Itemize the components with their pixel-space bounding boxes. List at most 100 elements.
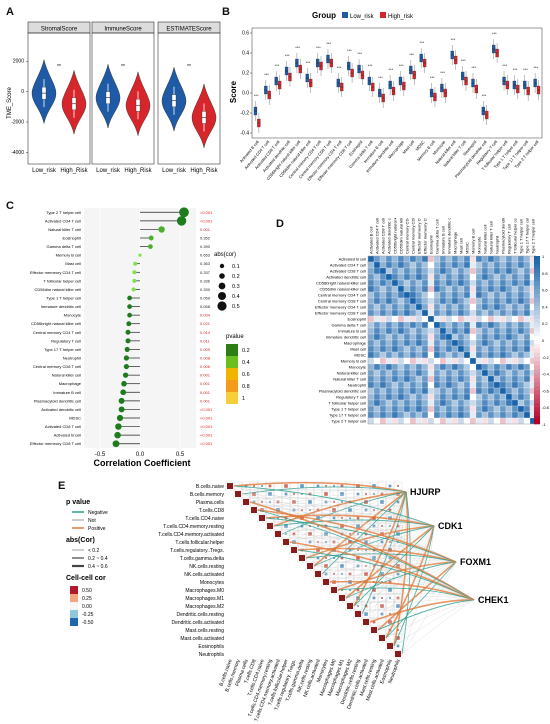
d-col-label: Gamma delta T cell [434, 219, 439, 254]
d-heat-cell [511, 399, 519, 407]
d-col-label: Mast cell [458, 238, 463, 254]
b-sig-label: *** [502, 63, 507, 68]
d-heat-cell [463, 393, 471, 401]
d-heat-cell [451, 297, 459, 305]
d-heat-cell [373, 327, 381, 335]
d-heat-cell [457, 261, 465, 269]
d-heat-cell [385, 417, 393, 425]
e-cor-square [340, 484, 344, 488]
d-heat-cell [463, 339, 471, 347]
d-heat-cell [421, 273, 429, 281]
c-pvalue-legend-title: pvalue [226, 334, 244, 340]
e-edge [313, 565, 475, 601]
d-heat-cell [499, 255, 507, 263]
e-cor-square [300, 484, 304, 488]
e-diag-cell [299, 555, 305, 561]
d-colorbar-step [534, 411, 540, 416]
d-heat-cell [457, 387, 465, 395]
e-row-label: T.cells.CD4.memory.activated [158, 532, 224, 538]
d-heat-cell [469, 291, 477, 299]
c-category-label: Central memory CD4 T cell [33, 330, 81, 335]
d-heat-cell [505, 345, 513, 353]
d-heat-cell [463, 291, 471, 299]
d-heat-cell [523, 381, 531, 389]
e-cor-square [380, 604, 384, 608]
d-col-label: Activated CD8 T cell [380, 218, 385, 254]
d-heat-cell [379, 309, 387, 317]
d-heat-cell [415, 321, 423, 329]
e-cor-square [341, 501, 343, 503]
d-heat-cell [463, 303, 471, 311]
d-row-label: CD56dim natural killer cell [320, 286, 367, 291]
d-heat-cell [523, 411, 531, 419]
d-heat-cell [403, 291, 411, 299]
c-dot [116, 414, 124, 422]
d-heat-cell [397, 297, 405, 305]
b-sig-label: *** [326, 41, 331, 46]
d-heat-cell [463, 357, 471, 365]
c-pvalue-label: 0.001 [200, 227, 211, 232]
d-heat-cell [445, 303, 453, 311]
d-heat-cell [463, 405, 471, 413]
d-col-label: Type 2 T helper cell [530, 219, 535, 254]
d-heat-cell [427, 255, 435, 263]
d-heat-cell [415, 345, 423, 353]
d-heat-cell [379, 375, 387, 383]
d-heat-cell [481, 321, 489, 329]
e-edge [393, 561, 457, 647]
d-heat-cell [367, 381, 375, 389]
d-heat-cell [403, 333, 411, 341]
d-heat-cell [451, 333, 459, 341]
d-heat-cell [463, 399, 471, 407]
c-pvalue-label: <0.001 [200, 433, 213, 438]
d-heat-cell [415, 291, 423, 299]
a-xtick-label: Low_risk [162, 168, 187, 174]
d-heat-cell [367, 255, 375, 263]
d-heat-cell [517, 255, 525, 263]
d-row-label: Macrophage [344, 340, 367, 345]
d-heat-cell [421, 297, 429, 305]
d-colorbar-step [534, 365, 540, 370]
d-heat-cell [511, 315, 519, 323]
d-heat-cell [403, 285, 411, 293]
d-heat-cell [379, 369, 387, 377]
d-heat-cell [427, 393, 435, 401]
d-heat-cell [475, 411, 483, 419]
c-pvalue-label: 0.034 [200, 313, 211, 318]
b-sig-label: *** [368, 63, 373, 68]
b-ylabel: Score [229, 80, 238, 103]
d-heat-cell [415, 279, 423, 287]
d-heat-cell [523, 363, 531, 371]
c-category-label: Effector memeory CD4 T cell [30, 270, 81, 275]
e-edge [385, 561, 457, 639]
d-heat-cell [409, 273, 417, 281]
d-heat-cell [415, 417, 423, 425]
d-heat-cell [493, 291, 501, 299]
d-colorbar-label: 0 [542, 338, 545, 343]
e-cor-square [388, 588, 392, 592]
c-xtick-label: 0.5 [176, 452, 185, 458]
d-row-label: Eosinophil [348, 316, 367, 321]
d-heat-cell [451, 303, 459, 311]
d-heat-cell [511, 387, 519, 395]
b-sig-label: *** [399, 63, 404, 68]
d-heat-cell [493, 357, 501, 365]
c-category-label: Regulatory T cell [51, 338, 81, 343]
d-heat-cell [493, 333, 501, 341]
d-heat-cell [493, 393, 501, 401]
e-diag-cell [331, 587, 337, 593]
d-heat-cell [397, 273, 405, 281]
d-heat-cell [373, 255, 381, 263]
d-heat-cell [499, 399, 507, 407]
e-cor-square [372, 516, 376, 520]
d-heat-cell [523, 255, 531, 263]
c-dot [126, 321, 132, 327]
d-heat-cell [445, 309, 453, 317]
d-heat-cell [505, 369, 513, 377]
d-heat-cell [451, 411, 459, 419]
b-sig-label: *** [492, 31, 497, 36]
d-heat-cell [367, 291, 375, 299]
d-heat-cell [367, 351, 375, 359]
d-heat-cell [415, 327, 423, 335]
d-heat-cell [511, 267, 519, 275]
